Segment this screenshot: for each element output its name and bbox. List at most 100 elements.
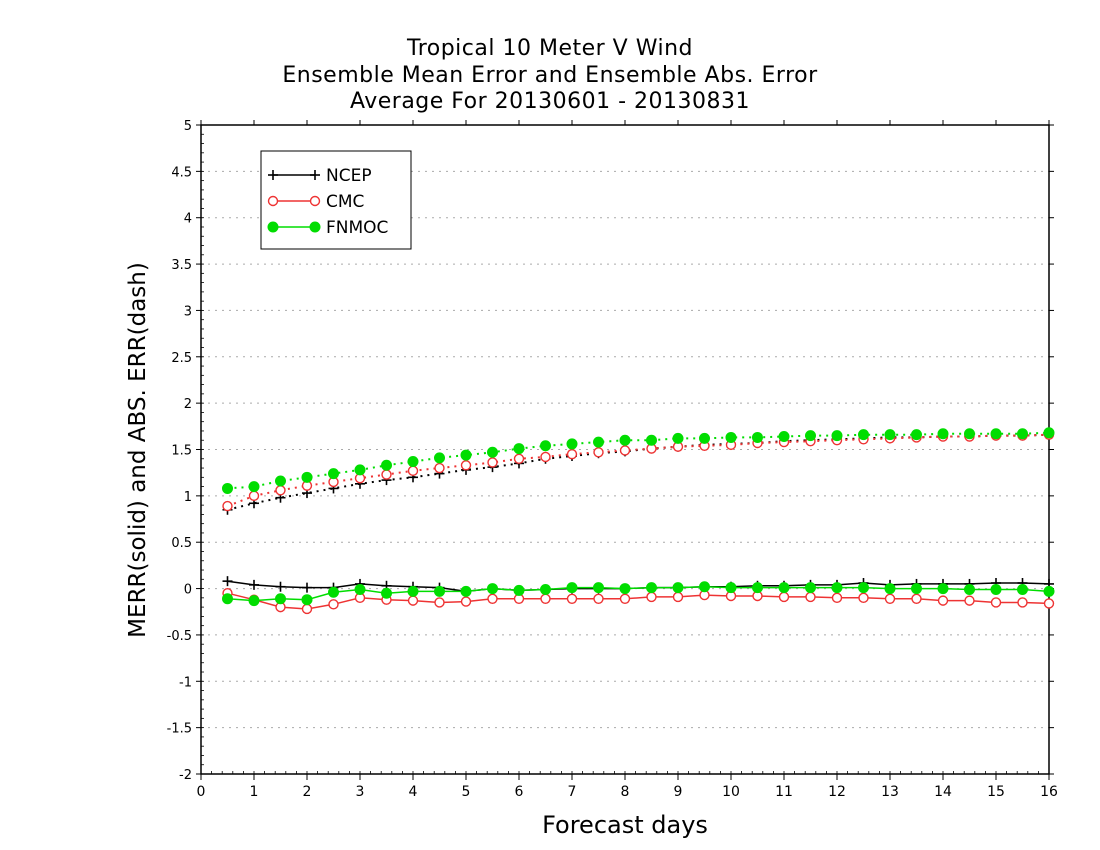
data-point [487, 457, 498, 468]
data-point [725, 431, 737, 443]
x-tick-label: 9 [674, 784, 683, 800]
y-tick-label: 2 [184, 397, 192, 412]
y-tick-label: 3.5 [171, 258, 192, 273]
x-axis-label: Forecast days [542, 811, 708, 839]
data-point [354, 583, 366, 595]
data-point [1017, 597, 1028, 608]
chart-title-line-2: Ensemble Mean Error and Ensemble Abs. Er… [282, 63, 818, 88]
legend: NCEP CMC FNMOC [260, 150, 412, 250]
y-tick-label: -1.5 [167, 722, 192, 737]
data-point [1043, 427, 1055, 439]
y-tick-label: -0.5 [167, 629, 192, 644]
legend-label: NCEP [326, 166, 372, 186]
y-tick-label: 1 [184, 490, 192, 505]
data-point [513, 453, 525, 464]
data-point [381, 469, 392, 480]
x-tick-label: 1 [250, 784, 259, 800]
legend-label: FNMOC [326, 218, 388, 238]
chart-title-line-3: Average For 20130601 - 20130831 [349, 89, 751, 114]
data-point [540, 593, 551, 604]
legend-marker [310, 170, 320, 180]
data-point [672, 582, 684, 594]
x-tick-label: 12 [828, 784, 846, 800]
data-point [354, 464, 366, 476]
data-point [513, 584, 525, 596]
data-point [328, 468, 339, 480]
x-tick-label: 13 [881, 784, 899, 800]
data-point [540, 451, 551, 463]
data-point [805, 430, 816, 442]
data-point [858, 582, 869, 594]
y-tick-label: 1.5 [171, 444, 192, 459]
y-tick-label: 3 [184, 304, 192, 319]
y-tick-label: 0 [184, 583, 192, 598]
data-point [249, 579, 259, 590]
data-point [434, 597, 445, 608]
y-axis-label: MERR(solid) and ABS. ERR(dash) [125, 262, 151, 638]
legend-item-ncep: NCEP [268, 166, 372, 186]
data-point [566, 448, 578, 460]
data-point [593, 593, 604, 604]
data-point [513, 443, 525, 455]
x-tick-label: 8 [621, 784, 630, 800]
series-line [227, 433, 1050, 511]
legend-box [260, 150, 412, 250]
data-point [275, 581, 286, 592]
data-point [301, 603, 313, 615]
data-point [964, 583, 975, 595]
data-point [381, 459, 392, 471]
data-point [487, 446, 498, 458]
data-point [460, 596, 472, 607]
data-point [858, 429, 869, 441]
data-point [540, 583, 551, 595]
data-point [646, 591, 657, 603]
legend-marker [268, 170, 278, 180]
data-point [460, 460, 472, 471]
data-point [328, 599, 339, 610]
data-point [593, 582, 604, 594]
legend-item-cmc: CMC [267, 192, 364, 212]
data-point [672, 591, 684, 603]
data-point [831, 582, 843, 594]
legend-item-fnmoc: FNMOC [267, 218, 388, 238]
data-point [911, 583, 922, 595]
data-point [990, 597, 1002, 608]
data-point [248, 490, 260, 502]
data-point [990, 583, 1002, 595]
legend-marker [309, 221, 321, 233]
data-point [964, 595, 975, 606]
data-point [619, 445, 631, 456]
y-tick-label: 4 [184, 212, 192, 227]
data-point [964, 428, 975, 440]
data-point [1043, 598, 1055, 609]
data-point [407, 595, 419, 606]
data-point [725, 582, 737, 594]
data-point [911, 593, 922, 604]
data-point [487, 583, 498, 595]
x-tick-label: 16 [1040, 784, 1058, 800]
data-point [672, 432, 684, 444]
series-line [227, 592, 1050, 610]
x-tick-label: 6 [515, 784, 524, 800]
data-point [593, 447, 604, 458]
data-point [301, 594, 313, 606]
series-line [227, 433, 1050, 508]
data-point [407, 456, 419, 468]
data-point [937, 428, 949, 440]
data-point [619, 434, 631, 446]
series-cmc-dotted [222, 429, 1055, 512]
series-fnmoc-solid [222, 581, 1055, 607]
legend-marker [267, 195, 279, 207]
data-point [434, 452, 445, 464]
y-tick-label: -1 [179, 675, 192, 690]
data-point [937, 595, 949, 606]
y-tick-label: 5 [184, 119, 192, 134]
data-point [487, 593, 498, 604]
data-point [752, 582, 763, 594]
x-tick-label: 15 [987, 784, 1005, 800]
data-point [1017, 583, 1028, 595]
data-point [699, 432, 710, 444]
data-point [222, 482, 233, 494]
data-point [778, 591, 790, 603]
